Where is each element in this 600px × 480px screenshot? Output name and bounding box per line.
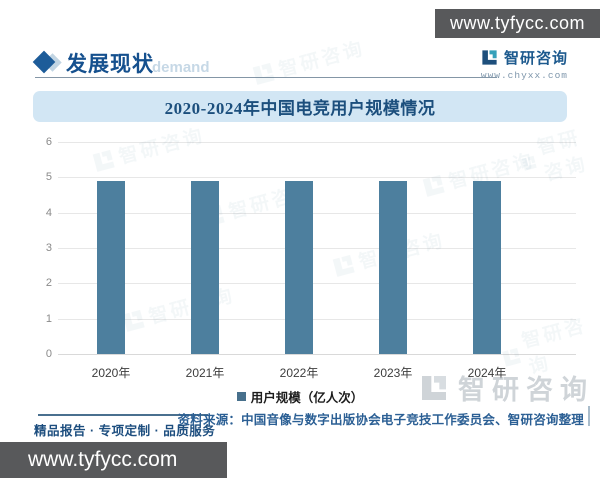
chart-plot: 2020年 2021年 2022年 2023年 2024年 [58,142,576,380]
brand-url: www.chyxx.com [480,70,568,81]
y-tick-label-3: 3 [45,242,52,254]
bottom-url-text: www.tyfycc.com [28,448,178,471]
top-url-text: www.tyfycc.com [449,13,585,33]
background-watermark-1: 智研咨询 [248,33,367,89]
x-tick-label-2024年: 2024年 [467,366,507,380]
zhiyan-logo-icon-gray [418,372,450,404]
gridline-y4 [58,212,576,214]
bar-2021年 [191,180,219,354]
x-tick-label-2020年: 2020年 [91,366,131,380]
footer-watermark-text: 智研咨询 [458,375,594,405]
source-text: 资料来源：中国音像与数字出版协会电子竞技工作委员会、智研咨询整理 [177,413,584,427]
x-tick-label-2021年: 2021年 [185,366,225,380]
x-tick-label-2023年: 2023年 [373,366,413,380]
bar-2023年 [379,180,407,354]
gridline-y3 [58,248,576,249]
legend-marker [236,391,246,401]
gridline-y2 [58,283,576,285]
footer-watermark-logo: 智研咨询 [418,368,594,407]
top-url-bar: www.tyfycc.com [435,9,600,38]
gridline-y6 [58,142,576,143]
brand-name: 智研咨询 [503,50,568,67]
chart-legend: 用户规模（亿人次） [0,388,600,405]
header-divider [35,77,497,78]
footer-tagline: 精品报告 · 专项定制 · 品质服务 [34,424,216,438]
y-tick-label-0: 0 [45,348,52,360]
chart-title: 2020-2024年中国电竞用户规模情况 [164,99,436,118]
y-tick-label-1: 1 [45,312,52,325]
bar-2024年 [473,180,501,354]
chart-title-band: 2020-2024年中国电竞用户规模情况 [33,91,567,122]
y-tick-label-5: 5 [45,171,52,184]
bar-2022年 [285,180,313,354]
bar-2020年 [97,180,125,354]
y-axis: 0 1 2 3 4 5 6 [26,136,52,360]
y-tick-label-6: 6 [45,136,52,148]
zhiyan-logo-icon [480,48,499,67]
y-tick-label-4: 4 [45,206,52,219]
brand-logo: 智研咨询 [480,47,568,68]
bottom-url-bar: www.tyfycc.com [0,442,227,478]
legend-label: 用户规模（亿人次） [250,390,364,405]
source-end-divider [588,406,590,426]
footer-divider [38,414,208,416]
gridline-y1 [58,318,576,320]
y-tick-label-2: 2 [45,277,52,290]
gridline-y5 [58,177,576,179]
section-title: 发展现状 [66,52,154,76]
faint-demand-watermark: demand [152,59,210,76]
x-tick-label-2022年: 2022年 [279,366,319,380]
gridline-y0 [58,354,576,355]
